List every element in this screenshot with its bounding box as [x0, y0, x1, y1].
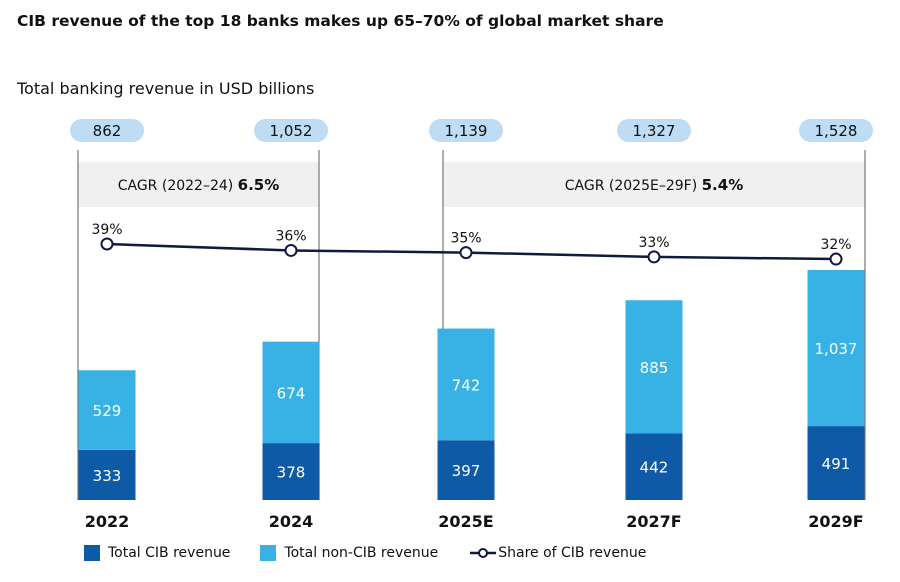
total-pill [254, 119, 328, 142]
bar-cib [625, 433, 683, 500]
total-pill [799, 119, 873, 142]
x-tick-label: 2022 [85, 512, 130, 531]
share-label: 33% [638, 235, 669, 251]
share-point [829, 252, 843, 266]
bar-label-non-cib: 1,037 [815, 340, 858, 358]
x-tick-label: 2025E [438, 512, 493, 531]
legend-label-share: Share of CIB revenue [498, 545, 647, 561]
x-tick-label: 2024 [269, 512, 314, 531]
total-pill [617, 119, 691, 142]
bar-label-non-cib: 742 [452, 376, 481, 394]
legend-swatch-cib [84, 545, 100, 561]
bar-non-cib [78, 370, 136, 450]
total-label: 1,139 [445, 122, 488, 140]
cagr-band [78, 162, 319, 207]
bar-non-cib [262, 341, 320, 444]
cagr-label: CAGR (2025E–29F) 5.4% [565, 176, 743, 194]
bar-non-cib [625, 300, 683, 434]
share-label: 35% [450, 231, 481, 247]
share-point [284, 243, 298, 257]
bar-non-cib [437, 328, 495, 441]
x-tick-label: 2029F [808, 512, 863, 531]
share-label: 36% [275, 228, 306, 244]
bar-cib [807, 426, 865, 500]
legend-item-non-cib: Total non-CIB revenue [260, 545, 438, 561]
bar-label-cib: 378 [277, 464, 306, 482]
chart-subtitle: Total banking revenue in USD billions [17, 79, 315, 98]
share-label: 39% [91, 222, 122, 238]
bar-cib [437, 440, 495, 500]
legend-item-share: Share of CIB revenue [468, 545, 646, 561]
bar-cib [262, 443, 320, 500]
cagr-band [443, 162, 865, 207]
bar-non-cib [807, 270, 865, 427]
legend-line-marker-icon [470, 548, 497, 558]
total-label: 1,327 [633, 122, 676, 140]
total-label: 1,528 [815, 122, 858, 140]
bar-label-cib: 333 [93, 467, 122, 485]
legend: Total CIB revenue Total non-CIB revenue … [84, 545, 676, 561]
share-point [647, 250, 661, 264]
bar-label-cib: 491 [822, 455, 851, 473]
legend-item-cib: Total CIB revenue [84, 545, 230, 561]
legend-label-non-cib: Total non-CIB revenue [284, 545, 439, 561]
total-label: 862 [93, 122, 122, 140]
x-tick-label: 2027F [626, 512, 681, 531]
total-label: 1,052 [270, 122, 313, 140]
legend-label-cib: Total CIB revenue [108, 545, 231, 561]
legend-swatch-non-cib [260, 545, 277, 561]
total-pill [70, 119, 144, 142]
share-point [100, 237, 114, 251]
bar-cib [78, 449, 136, 500]
bar-label-cib: 397 [452, 462, 481, 480]
cagr-label: CAGR (2022–24) 6.5% [118, 176, 280, 194]
total-pill [429, 119, 503, 142]
bar-label-non-cib: 885 [640, 359, 669, 377]
bar-label-non-cib: 674 [277, 384, 306, 402]
bar-label-non-cib: 529 [93, 402, 122, 420]
bar-label-cib: 442 [640, 459, 669, 477]
share-label: 32% [820, 237, 851, 253]
share-point [459, 246, 473, 260]
chart-title: CIB revenue of the top 18 banks makes up… [17, 12, 664, 30]
